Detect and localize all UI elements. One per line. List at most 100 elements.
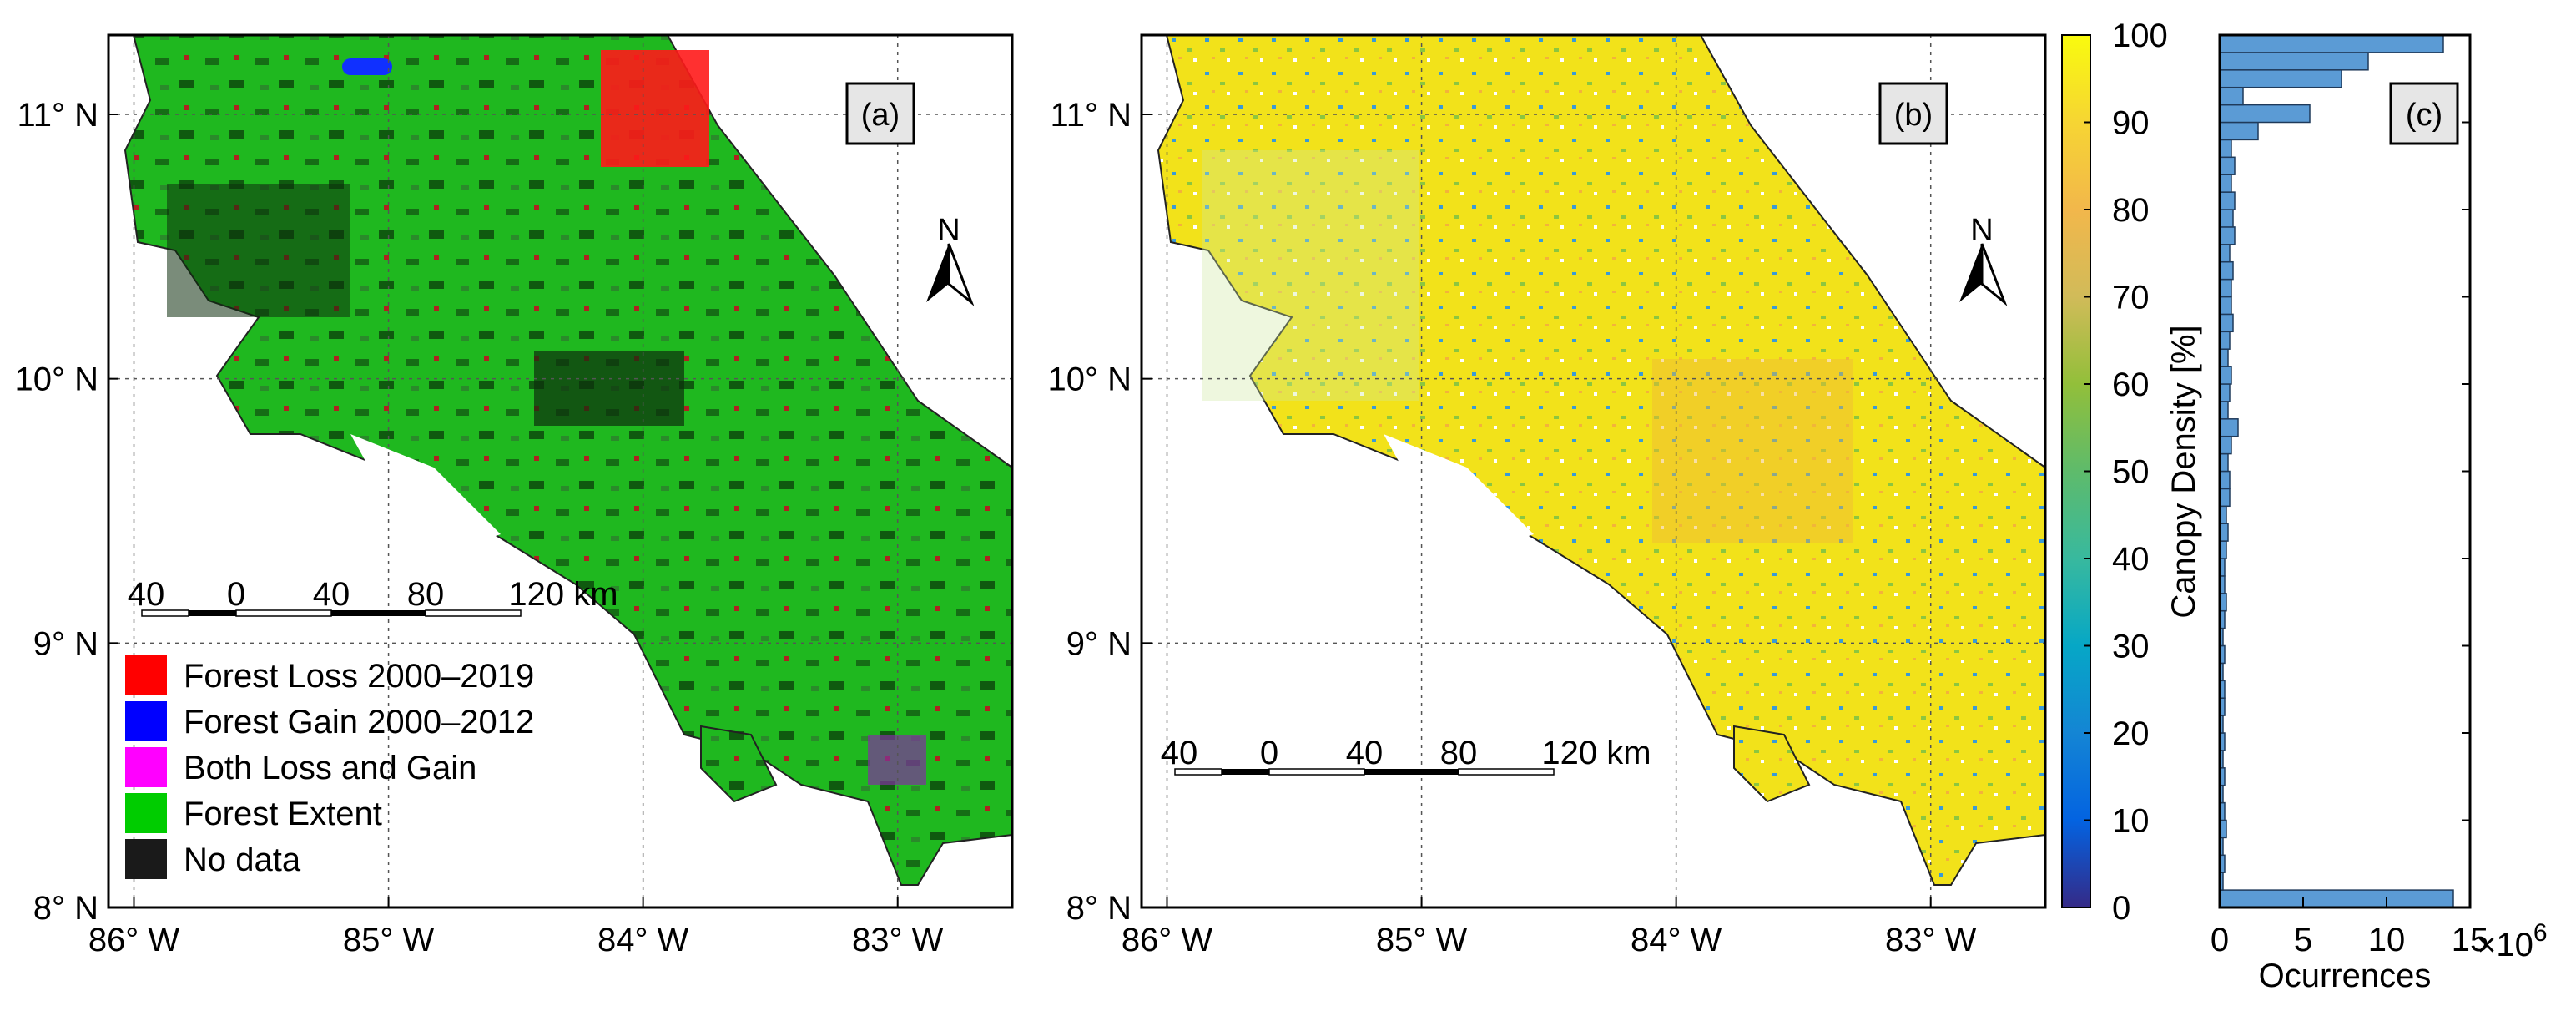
legend-entry-label: No data [184,842,301,878]
tick-label-lat: 10° N [1048,361,1132,398]
histogram-bar [2219,69,2342,88]
north-arrow-b-right [1980,243,2008,306]
colorbar-tick-label: 50 [2112,454,2150,491]
histogram-bar [2219,260,2234,281]
north-arrow-b: N [1959,213,2008,306]
tick-label-lon: 86° W [88,922,180,958]
legend-entry-label: Forest Extent [184,796,382,832]
histogram-bar [2219,366,2232,385]
legend-swatch [125,839,167,879]
map-a-lake [342,58,392,75]
histogram-bar [2219,244,2231,263]
panel-label-b: (b) [1878,82,1948,145]
histogram-frame [2218,33,2472,909]
histogram-multiplier-base: ×10 [2477,927,2533,963]
histogram-bar [2219,52,2369,71]
map-b-landmass [1157,35,2045,886]
colorbar-label: Canopy Density [%] [2165,325,2202,618]
colorbar-tick-label: 80 [2112,192,2150,229]
panel-label-c-text: (c) [2406,98,2442,133]
scale-bar-b-tick: 80 [1440,735,1478,771]
scale-bar-b-tick: 40 [1161,735,1198,771]
north-arrow-b-label: N [1970,213,1993,248]
histogram-bar [2219,121,2259,141]
tick-label-lat: 9° N [33,625,98,662]
north-arrow-a-label: N [937,213,960,248]
tick-label-lon: 84° W [1631,922,1722,958]
scale-bar-a: 40 0 40 80 120 km [128,576,618,617]
histogram-tick-label: 5 [2294,922,2312,958]
tick-label-lon: 85° W [343,922,435,958]
histogram-bar [2219,435,2232,455]
scale-bar-a-tick: 0 [227,576,245,613]
histogram-bar [2219,139,2232,159]
histogram-bar [2219,156,2236,175]
tick-label-lon: 85° W [1376,922,1468,958]
map-b-sparse-area [1202,150,1419,401]
legend-swatch [125,793,167,833]
map-b-osa-peninsula [1733,725,1811,803]
histogram-tick-label: 0 [2211,922,2229,958]
colorbar-ticks: 0 10 20 30 40 50 60 70 80 90 100 [2084,18,2168,927]
tick-label-lat: 11° N [1050,97,1132,134]
scale-bar-a-tick: 80 [407,576,445,613]
scale-bar-a-tick: 40 [313,576,350,613]
histogram-multiplier: ×106 [2477,919,2548,963]
legend-entry-label: Both Loss and Gain [184,750,476,786]
tick-label-lon: 83° W [852,922,944,958]
histogram-bars [2219,34,2454,908]
legend-entry-label: Forest Loss 2000–2019 [184,658,534,695]
map-panel-a: 86° W 85° W 84° W 83° W 11° N 10° N 9° N 8° N (… [15,33,1014,958]
colorbar-tick-label: 20 [2112,715,2150,752]
histogram-bar [2219,104,2311,124]
map-a-landmass-group [124,35,1012,886]
panel-label-a: (a) [845,82,915,145]
histogram-bar [2219,383,2231,402]
map-panel-b: 86° W 85° W 84° W 83° W 11° N 10° N 9° N 8° N (… [1048,33,2047,958]
map-a-dark-patch [534,351,684,426]
histogram-xlabel: Ocurrences [2259,958,2432,994]
legend-entry-label: Forest Gain 2000–2012 [184,704,534,741]
histogram-bar [2219,889,2454,908]
map-b-frame [1140,33,2047,909]
colorbar-tick-label: 10 [2112,803,2150,840]
north-arrow-a-left [926,244,949,302]
scale-bar-b-tick: 0 [1260,735,1278,771]
map-a-frame [107,33,1014,909]
tick-label-lon: 83° W [1885,922,1977,958]
legend-swatch [125,747,167,787]
tick-label-lon: 84° W [597,922,689,958]
tick-label-lat: 9° N [1066,625,1132,662]
histogram-bar [2219,209,2234,228]
map-a-dark-patch-2 [167,184,350,317]
scale-bar-a-tick: 40 [128,576,165,613]
histogram-ticks: 0 5 10 15 [2211,34,2489,958]
histogram-panel-c: 0 5 10 15 (c) Ocurrences ×106 [2211,33,2548,994]
tick-label-lon: 86° W [1122,922,1213,958]
histogram-bar [2219,278,2232,298]
tick-label-lat: 8° N [33,890,98,927]
legend-a: Forest Loss 2000–2019 Forest Gain 2000–20… [125,655,534,879]
colorbar-tick-label: 100 [2112,18,2168,54]
histogram-bar [2219,313,2234,333]
panel-label-b-text: (b) [1894,98,1933,133]
scale-bar-b-tick: 120 km [1541,735,1651,771]
colorbar-tick-label: 90 [2112,105,2150,142]
histogram-bar [2219,174,2232,193]
tick-label-lat: 11° N [17,97,98,134]
histogram-bar [2219,191,2236,210]
map-a-gain-patch [868,735,926,785]
histogram-bar [2219,418,2239,437]
scale-bar-a-tick: 120 km [508,576,618,613]
histogram-bar [2219,296,2232,316]
colorbar-tick-label: 40 [2112,541,2150,578]
histogram-tick-label: 15 [2452,922,2489,958]
histogram-bar [2219,488,2231,508]
scale-bar-b-tick: 40 [1346,735,1384,771]
colorbar: 0 10 20 30 40 50 60 70 80 90 100 Canopy Density [%… [2061,18,2202,927]
panel-label-a-text: (a) [861,98,900,133]
legend-swatch [125,701,167,741]
map-b-dense-area [1652,359,1853,543]
histogram-bar [2219,86,2244,106]
